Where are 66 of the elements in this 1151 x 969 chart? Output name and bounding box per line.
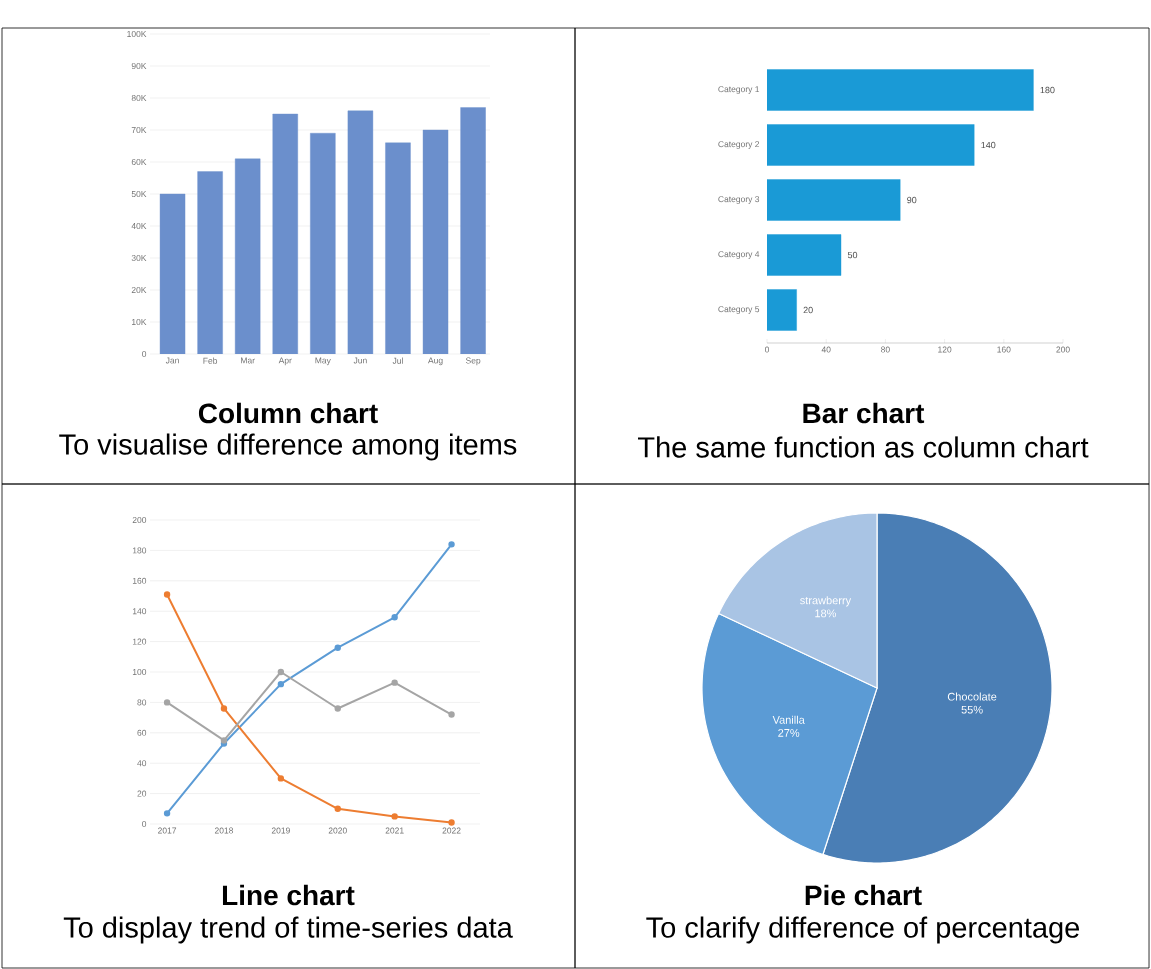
y-tick-label: 180 (132, 547, 147, 554)
y-tick-label: Category 2 (718, 141, 760, 149)
x-tick-label: 2017 (158, 827, 177, 834)
y-tick-label: 40K (131, 222, 147, 230)
y-tick-label: Category 3 (718, 196, 760, 204)
x-tick-label: May (315, 357, 331, 366)
slice-label: Chocolate (947, 692, 997, 701)
y-tick-label: 20K (131, 286, 147, 294)
x-tick-label: Jul (392, 357, 403, 364)
data-label: 140 (981, 141, 996, 149)
x-tick-label: 0 (764, 346, 770, 353)
x-tick-label: Aug (427, 357, 443, 366)
slice-label: strawberry (800, 596, 852, 607)
data-label: 20 (803, 306, 813, 314)
y-tick-label: 120 (132, 638, 147, 645)
x-tick-label: 40 (821, 346, 831, 353)
x-tick-label: 200 (1056, 346, 1070, 353)
x-tick-label: 120 (938, 346, 952, 353)
x-tick-label: Sep (465, 357, 481, 366)
x-tick-label: Mar (241, 357, 255, 364)
y-tick-label: 100 (132, 669, 147, 676)
y-tick-label: 90K (131, 62, 147, 70)
x-tick-label: 160 (997, 346, 1011, 353)
y-tick-label: 60K (131, 158, 147, 166)
y-tick-label: 30K (131, 254, 147, 262)
x-tick-label: 2019 (271, 827, 290, 834)
y-tick-label: 80K (131, 94, 147, 102)
x-tick-label: Apr (278, 357, 292, 366)
data-label: 50 (847, 251, 858, 259)
y-tick-label: 10K (132, 318, 147, 326)
x-tick-label: 2020 (328, 827, 347, 834)
data-label: 90 (907, 196, 917, 204)
y-tick-label: 60 (137, 729, 147, 736)
data-label: 27% (778, 729, 800, 737)
y-tick-label: 20 (137, 790, 147, 797)
text: Pie chart (805, 884, 922, 906)
y-tick-label: 100K (127, 30, 147, 38)
x-tick-label: 2018 (214, 827, 234, 834)
x-tick-label: Jan (165, 357, 179, 364)
data-label: 180 (1040, 86, 1055, 94)
text: The same function as column chart (638, 436, 1089, 458)
data-label: 18% (815, 609, 837, 618)
text: To display trend of time-series data (63, 916, 513, 944)
y-tick-label: 50K (131, 190, 147, 198)
x-tick-label: Feb (203, 357, 218, 364)
text: To visualise difference among items (59, 433, 517, 461)
data-label: 55% (961, 705, 983, 714)
y-tick-label: 160 (132, 577, 147, 584)
y-tick-label: Category 5 (718, 306, 760, 314)
y-tick-label: 0 (142, 821, 147, 828)
y-tick-label: 40 (137, 760, 147, 767)
y-tick-label: 140 (132, 608, 147, 615)
x-tick-label: 2022 (442, 827, 461, 834)
y-tick-label: 80 (137, 699, 147, 706)
y-tick-label: 200 (132, 517, 147, 524)
slice-label: Vanilla (772, 715, 805, 724)
text: Bar chart (803, 402, 925, 424)
y-tick-label: Category 1 (718, 86, 760, 94)
y-tick-label: 70K (131, 126, 147, 134)
text: Line chart (222, 884, 355, 906)
x-tick-label: 2021 (385, 827, 404, 834)
text: To clarify difference of percentage (646, 916, 1080, 944)
text: Column chart (198, 402, 378, 424)
x-tick-label: 80 (881, 346, 890, 353)
x-tick-label: Jun (353, 357, 367, 364)
y-tick-label: Category 4 (718, 251, 760, 259)
